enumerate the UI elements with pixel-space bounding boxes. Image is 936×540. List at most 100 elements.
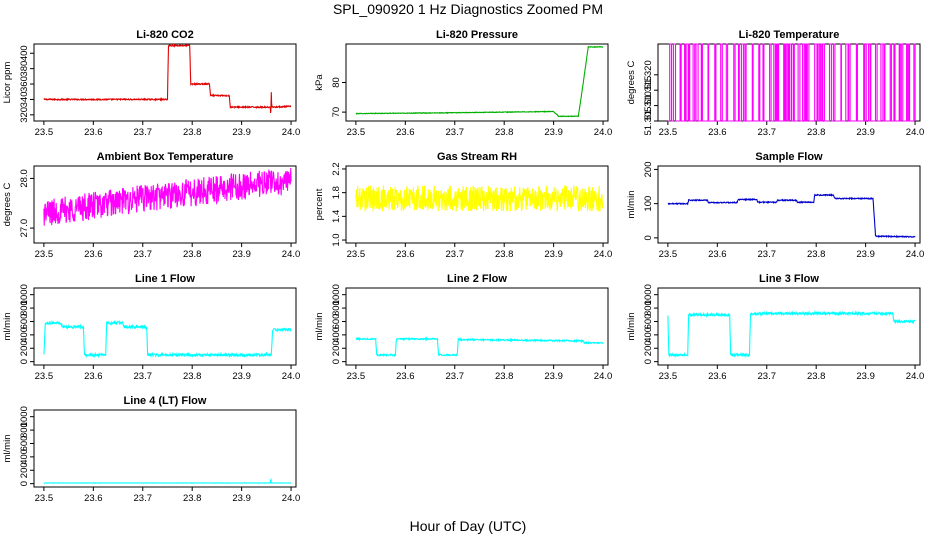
y-tick-label: 400 <box>19 327 30 343</box>
y-tick-label: 360 <box>19 76 30 92</box>
panel-title: Li-820 Pressure <box>436 29 518 41</box>
y-tick-label: 0 <box>331 359 342 364</box>
y-tick-label: 600 <box>331 314 342 330</box>
y-tick-label: 800 <box>19 300 30 316</box>
x-tick-label: 23.6 <box>396 127 415 138</box>
figure-title: SPL_090920 1 Hz Diagnostics Zoomed PM <box>333 1 603 17</box>
x-tick-label: 24.0 <box>594 127 613 138</box>
data-series-line <box>667 43 916 122</box>
y-tick-label: 1.0 <box>331 233 342 246</box>
plot-frame <box>345 165 609 244</box>
x-tick-label: 23.8 <box>183 249 202 260</box>
y-tick-label: 200 <box>643 161 654 177</box>
y-axis-label: percent <box>314 188 325 220</box>
x-tick-label: 23.6 <box>708 249 727 260</box>
data-series-line <box>355 45 604 118</box>
y-tick-label: 100 <box>643 196 654 212</box>
y-tick-label: 51.310 <box>643 91 654 120</box>
y-tick-label: 1000 <box>19 406 30 427</box>
x-tick-label: 24.0 <box>282 127 301 138</box>
y-tick-label: 800 <box>331 300 342 316</box>
chart-panel-6: Sample Flow 23.5 23.6 23.7 23.8 23.9 24.0 0 100 2… <box>626 151 924 260</box>
y-tick-label: 28.0 <box>19 169 30 188</box>
x-tick-label: 23.5 <box>659 127 678 138</box>
x-tick-label: 23.8 <box>183 493 202 504</box>
x-tick-label: 23.7 <box>134 493 153 504</box>
y-tick-label: 51.315 <box>643 76 654 105</box>
y-tick-label: 51.305 <box>643 106 654 135</box>
data-series-line <box>43 168 292 226</box>
y-tick-label: 0 <box>19 359 30 364</box>
x-tick-label: 23.6 <box>708 371 727 382</box>
x-tick-label: 23.6 <box>84 127 103 138</box>
chart-panel-1: Li-820 CO2 23.5 23.6 23.7 23.8 23.9 24.0 320340… <box>2 29 300 138</box>
plot-frame <box>33 409 297 488</box>
x-tick-label: 24.0 <box>594 371 613 382</box>
x-tick-label: 23.9 <box>544 249 563 260</box>
x-tick-label: 23.8 <box>495 249 514 260</box>
y-tick-label: 400 <box>643 327 654 343</box>
x-tick-label: 23.5 <box>35 127 54 138</box>
y-tick-label: 2.2 <box>331 162 342 175</box>
chart-panel-5: Gas Stream RH 23.5 23.6 23.7 23.8 23.9 24.0 1.0… <box>314 151 612 260</box>
x-tick-label: 23.6 <box>396 371 415 382</box>
y-axis-label: ml/min <box>2 435 13 463</box>
chart-panel-8: Line 2 Flow 23.5 23.6 23.7 23.8 23.9 24.0 0 2004… <box>314 273 612 382</box>
x-tick-label: 23.8 <box>495 371 514 382</box>
x-tick-label: 24.0 <box>282 493 301 504</box>
y-tick-label: 80 <box>331 77 342 88</box>
chart-panel-2: Li-820 Pressure 23.5 23.6 23.7 23.8 23.9 24.0 7… <box>314 29 612 138</box>
data-series-line <box>43 319 292 359</box>
x-tick-label: 23.5 <box>659 249 678 260</box>
x-tick-label: 23.8 <box>807 249 826 260</box>
x-tick-label: 23.9 <box>544 127 563 138</box>
x-tick-label: 23.7 <box>758 127 777 138</box>
y-tick-label: 380 <box>19 61 30 77</box>
x-tick-label: 24.0 <box>906 371 925 382</box>
x-tick-label: 23.8 <box>807 371 826 382</box>
x-tick-label: 23.5 <box>347 371 366 382</box>
plot-frame <box>657 165 921 244</box>
x-tick-label: 23.9 <box>856 127 875 138</box>
y-tick-label: 600 <box>19 314 30 330</box>
plot-frame <box>657 287 921 366</box>
x-tick-label: 24.0 <box>906 127 925 138</box>
chart-panel-7: Line 1 Flow 23.5 23.6 23.7 23.8 23.9 24.0 0 2004… <box>2 273 300 382</box>
x-tick-label: 24.0 <box>906 249 925 260</box>
x-tick-label: 23.9 <box>232 127 251 138</box>
x-tick-label: 23.6 <box>84 249 103 260</box>
x-tick-label: 23.5 <box>347 127 366 138</box>
x-tick-label: 24.0 <box>282 249 301 260</box>
data-series-line <box>355 336 604 358</box>
chart-panel-9: Line 3 Flow 23.5 23.6 23.7 23.8 23.9 24.0 0 2004… <box>626 273 924 382</box>
y-tick-label: 1.4 <box>331 210 342 223</box>
y-axis-label: Licor ppm <box>2 62 13 104</box>
x-tick-label: 23.6 <box>396 249 415 260</box>
x-tick-label: 23.6 <box>708 127 727 138</box>
x-tick-label: 23.7 <box>446 249 465 260</box>
y-tick-label: 27.0 <box>19 219 30 238</box>
x-tick-label: 23.7 <box>758 371 777 382</box>
y-tick-label: 200 <box>331 340 342 356</box>
plot-frame <box>345 43 609 122</box>
y-axis-label: kPa <box>314 74 325 91</box>
plot-frame <box>33 287 297 366</box>
y-tick-label: 51.320 <box>643 60 654 89</box>
data-series-line <box>667 310 916 359</box>
panel-title: Line 3 Flow <box>759 273 819 285</box>
x-tick-label: 23.8 <box>807 127 826 138</box>
y-tick-label: 1000 <box>643 284 654 305</box>
data-series-line <box>355 185 604 213</box>
data-series-line <box>43 43 292 114</box>
y-tick-label: 200 <box>643 340 654 356</box>
x-tick-label: 23.8 <box>183 371 202 382</box>
plot-frame <box>345 287 609 366</box>
y-tick-label: 400 <box>19 45 30 61</box>
x-tick-label: 24.0 <box>282 371 301 382</box>
x-tick-label: 23.9 <box>856 249 875 260</box>
chart-panel-4: Ambient Box Temperature 23.5 23.6 23.7 23.8 2… <box>2 151 300 260</box>
y-tick-label: 0 <box>643 235 654 240</box>
x-tick-label: 23.6 <box>84 371 103 382</box>
x-tick-label: 23.7 <box>134 249 153 260</box>
